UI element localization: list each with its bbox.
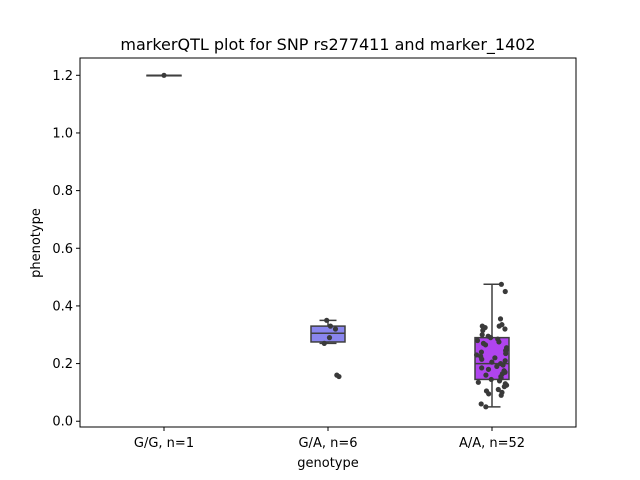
x-tick-label: G/A, n=6: [298, 436, 357, 451]
data-point: [478, 401, 484, 407]
data-point: [478, 349, 485, 355]
data-point: [498, 392, 504, 398]
data-point: [488, 376, 494, 383]
y-tick-label: 0.6: [52, 242, 73, 257]
data-point: [496, 378, 503, 384]
data-point: [326, 335, 333, 341]
data-point: [336, 373, 342, 380]
data-point: [321, 340, 327, 346]
y-tick-label: 0.0: [52, 415, 73, 430]
data-point: [487, 335, 494, 341]
data-point: [482, 342, 489, 348]
data-point: [486, 391, 492, 397]
data-point: [161, 72, 167, 78]
y-tick-label: 0.8: [52, 184, 73, 199]
x-tick-label: A/A, n=52: [459, 436, 525, 451]
data-point: [494, 363, 500, 370]
plot-area: [146, 72, 510, 410]
data-point: [496, 323, 502, 329]
data-point: [480, 327, 486, 334]
data-point: [475, 379, 481, 385]
y-tick-label: 1.0: [52, 126, 73, 141]
data-point: [502, 358, 508, 364]
data-point: [473, 352, 480, 358]
data-point: [474, 337, 481, 344]
data-point: [500, 362, 506, 368]
data-point: [503, 350, 509, 357]
x-tick-label: G/G, n=1: [134, 436, 194, 451]
data-point: [324, 317, 330, 323]
data-point: [502, 326, 508, 332]
data-point: [483, 372, 489, 378]
data-point: [327, 323, 334, 329]
data-point: [332, 326, 339, 332]
y-tick-label: 0.2: [52, 357, 73, 372]
x-axis-label: genotype: [297, 456, 358, 471]
data-point: [501, 384, 507, 390]
data-point: [489, 359, 495, 365]
data-point: [492, 355, 498, 361]
data-point: [495, 386, 501, 393]
data-point: [479, 356, 485, 362]
chart-title: markerQTL plot for SNP rs277411 and mark…: [120, 35, 535, 55]
data-point: [483, 404, 489, 410]
data-point: [498, 281, 504, 287]
data-point: [485, 366, 492, 372]
data-point: [502, 288, 508, 295]
y-tick-label: 1.2: [52, 69, 73, 84]
y-tick-label: 0.4: [52, 299, 73, 314]
data-point: [479, 332, 485, 338]
data-point: [497, 316, 504, 322]
data-point: [479, 365, 485, 371]
y-axis-label: phenotype: [29, 208, 44, 278]
data-point: [496, 339, 502, 345]
